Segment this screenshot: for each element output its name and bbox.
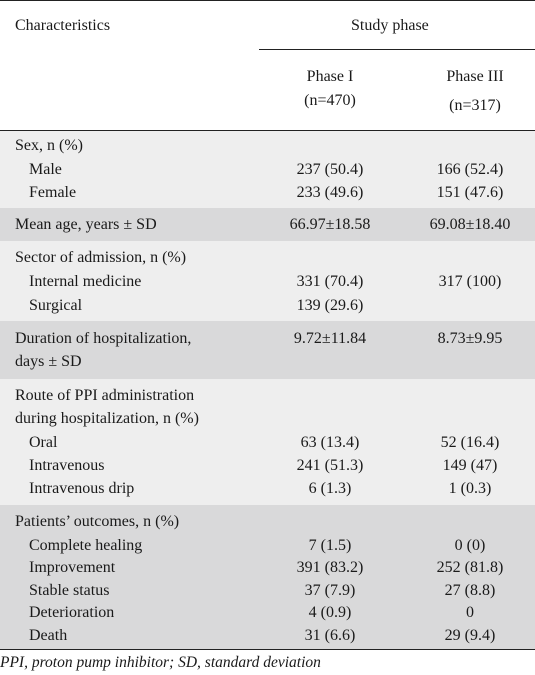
- table-row: during hospitalization, n (%): [0, 407, 535, 430]
- phase1-value: 9.72±11.84: [293, 330, 367, 347]
- phase1-value: 37 (7.9): [304, 582, 356, 599]
- row-label: Female: [29, 184, 77, 201]
- phase3-value: 252 (81.8): [436, 559, 504, 576]
- table-row: Surgical 139 (29.6): [0, 294, 535, 317]
- phase1-label: Phase I: [306, 68, 354, 85]
- table-row: Female 233 (49.6) 151 (47.6): [0, 181, 535, 204]
- phase3-value: 166 (52.4): [436, 161, 504, 178]
- row-label: Surgical: [29, 297, 83, 314]
- phase1-value: 66.97±18.58: [289, 216, 371, 233]
- header-subrule: [259, 49, 535, 50]
- phase1-value: 241 (51.3): [296, 457, 364, 474]
- table-row: Sex, n (%): [0, 134, 535, 157]
- phase1-value: 139 (29.6): [296, 297, 364, 314]
- row-label: Sex, n (%): [15, 137, 83, 154]
- phase3-value: 0: [466, 604, 474, 621]
- phase1-count: (n=470): [304, 92, 356, 109]
- phase3-value: 52 (16.4): [440, 434, 500, 451]
- phase3-value: 69.08±18.40: [429, 216, 511, 233]
- table-row: Intravenous 241 (51.3) 149 (47): [0, 454, 535, 477]
- table-row: Internal medicine 331 (70.4) 317 (100): [0, 270, 535, 293]
- row-label: Improvement: [29, 559, 116, 576]
- phase3-header: Phase III (n=317): [425, 68, 525, 114]
- row-label: Duration of hospitalization,: [15, 330, 192, 347]
- phase3-value: 29 (9.4): [444, 627, 496, 644]
- row-label: Stable status: [29, 582, 110, 599]
- row-label: Male: [29, 161, 62, 178]
- section-band: [0, 131, 535, 208]
- row-label: days ± SD: [15, 353, 82, 370]
- row-label: during hospitalization, n (%): [15, 410, 199, 427]
- row-label: Death: [29, 627, 68, 644]
- section-band: [0, 505, 535, 649]
- phase1-value: 31 (6.6): [304, 627, 356, 644]
- phase1-value: 233 (49.6): [296, 184, 364, 201]
- phase3-value: 8.73±9.95: [437, 330, 503, 347]
- footnote: PPI, proton pump inhibitor; SD, standard…: [0, 654, 321, 671]
- table-row: Complete healing 7 (1.5) 0 (0): [0, 534, 535, 557]
- section-band: [0, 379, 535, 505]
- table-row: Patients’ outcomes, n (%): [0, 510, 535, 533]
- phase1-value: 331 (70.4): [296, 273, 364, 290]
- table-row: Deterioration 4 (0.9) 0: [0, 601, 535, 624]
- table-row: Mean age, years ± SD 66.97±18.58 69.08±18.…: [0, 213, 535, 236]
- characteristics-header: Characteristics: [15, 17, 111, 34]
- table-row: Death 31 (6.6) 29 (9.4): [0, 624, 535, 647]
- row-label: Intravenous drip: [29, 480, 135, 497]
- table-header: Characteristics Study phase Phase I (n=4…: [0, 1, 535, 130]
- bottom-rule: [0, 649, 535, 650]
- table-row: Improvement 391 (83.2) 252 (81.8): [0, 556, 535, 579]
- row-label: Oral: [29, 434, 58, 451]
- table-row: Intravenous drip 6 (1.3) 1 (0.3): [0, 477, 535, 500]
- phase1-value: 237 (50.4): [296, 161, 364, 178]
- phase3-value: 151 (47.6): [436, 184, 504, 201]
- phase3-value: 317 (100): [438, 273, 502, 290]
- study-phase-header: Study phase: [351, 17, 429, 34]
- table-row: Male 237 (50.4) 166 (52.4): [0, 158, 535, 181]
- phase1-value: 6 (1.3): [308, 480, 352, 497]
- phase1-header: Phase I (n=470): [280, 68, 380, 109]
- phase1-value: 391 (83.2): [296, 559, 364, 576]
- row-label: Intravenous: [29, 457, 105, 474]
- phase1-value: 63 (13.4): [300, 434, 360, 451]
- section-band: [0, 241, 535, 321]
- table-row: days ± SD: [0, 350, 535, 373]
- section-band: [0, 208, 535, 241]
- row-label: Patients’ outcomes, n (%): [15, 513, 180, 530]
- phase3-label: Phase III: [446, 68, 504, 85]
- row-label: Route of PPI administration: [15, 387, 195, 404]
- row-label: Complete healing: [29, 537, 143, 554]
- row-label: Deterioration: [29, 604, 115, 621]
- top-rule: [0, 0, 535, 1]
- table-row: Route of PPI administration: [0, 384, 535, 407]
- table-row: Sector of admission, n (%): [0, 246, 535, 269]
- phase1-value: 7 (1.5): [308, 537, 352, 554]
- header-rule: [0, 130, 535, 131]
- section-band: [0, 321, 535, 379]
- phase3-value: 149 (47): [442, 457, 498, 474]
- row-label: Mean age, years ± SD: [15, 216, 157, 233]
- phase3-count: (n=317): [449, 97, 501, 114]
- row-label: Sector of admission, n (%): [15, 249, 187, 266]
- table-row: Stable status 37 (7.9) 27 (8.8): [0, 579, 535, 602]
- row-label: Internal medicine: [29, 273, 142, 290]
- phase3-value: 1 (0.3): [448, 480, 492, 497]
- table-row: Duration of hospitalization, 9.72±11.84 8.…: [0, 327, 535, 350]
- table-row: Oral 63 (13.4) 52 (16.4): [0, 431, 535, 454]
- phase3-value: 27 (8.8): [444, 582, 496, 599]
- phase1-value: 4 (0.9): [308, 604, 352, 621]
- phase3-value: 0 (0): [454, 537, 486, 554]
